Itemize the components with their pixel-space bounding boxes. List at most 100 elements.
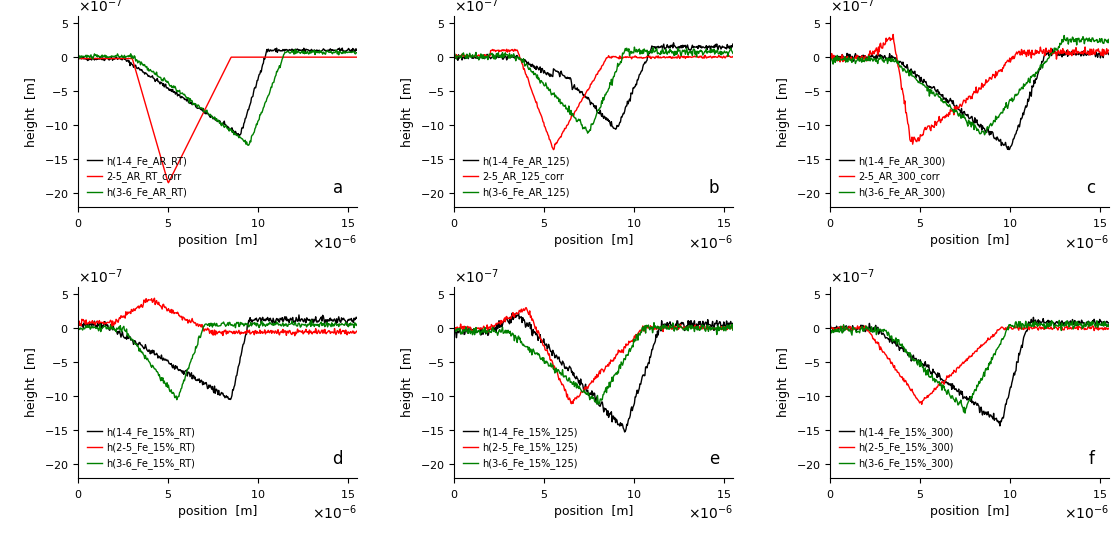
h(3-6_Fe_15%_125): [650, 325, 663, 332]
X-axis label: position  [m]: position [m]: [178, 505, 258, 518]
h(2-5_Fe_15%_RT): [273, 329, 287, 336]
h(2-5_Fe_15%_300): [914, 398, 927, 405]
Y-axis label: height  [m]: height [m]: [777, 348, 791, 418]
h(3-6_Fe_15%_RT): [183, 362, 196, 368]
h(3-6_Fe_AR_RT): [241, 142, 254, 149]
2-5_AR_300_corr: [916, 131, 930, 138]
h(1-4_Fe_AR_300): [1046, 46, 1060, 53]
h(3-6_Fe_AR_300): [914, 80, 927, 87]
2-5_AR_300_corr: [857, 56, 870, 62]
Line: h(1-4_Fe_AR_RT): h(1-4_Fe_AR_RT): [78, 48, 357, 135]
h(1-4_Fe_AR_300): [823, 54, 837, 60]
h(1-4_Fe_AR_125): [609, 126, 623, 132]
h(1-4_Fe_15%_125): [726, 320, 739, 327]
h(1-4_Fe_15%_300): [1102, 320, 1116, 326]
h(3-6_Fe_15%_RT): [72, 325, 85, 331]
Legend: h(1-4_Fe_AR_300), 2-5_AR_300_corr, h(3-6_Fe_AR_300): h(1-4_Fe_AR_300), 2-5_AR_300_corr, h(3-6…: [836, 152, 950, 202]
X-axis label: position  [m]: position [m]: [554, 505, 633, 518]
h(1-4_Fe_15%_RT): [105, 325, 119, 331]
Line: h(2-5_Fe_15%_125): h(2-5_Fe_15%_125): [455, 308, 732, 403]
h(3-6_Fe_15%_125): [624, 348, 637, 355]
2-5_AR_125_corr: [448, 53, 461, 59]
h(1-4_Fe_15%_RT): [224, 396, 237, 403]
h(3-6_Fe_15%_RT): [274, 323, 288, 329]
h(1-4_Fe_15%_300): [999, 401, 1012, 408]
h(3-6_Fe_AR_300): [823, 57, 837, 64]
h(3-6_Fe_15%_RT): [273, 321, 287, 327]
2-5_AR_300_corr: [935, 117, 949, 123]
h(3-6_Fe_AR_RT): [105, 53, 119, 59]
Line: h(3-6_Fe_15%_300): h(3-6_Fe_15%_300): [830, 320, 1109, 413]
h(2-5_Fe_15%_300): [1091, 322, 1104, 329]
h(2-5_Fe_15%_300): [1102, 326, 1116, 332]
h(2-5_Fe_15%_125): [652, 324, 665, 330]
h(3-6_Fe_AR_125): [558, 103, 571, 110]
h(3-6_Fe_15%_300): [1025, 323, 1038, 330]
Line: h(1-4_Fe_15%_125): h(1-4_Fe_15%_125): [455, 313, 732, 432]
Y-axis label: height  [m]: height [m]: [401, 77, 414, 147]
X-axis label: position  [m]: position [m]: [554, 234, 633, 247]
2-5_AR_RT_corr: [164, 176, 177, 183]
2-5_AR_125_corr: [539, 126, 552, 132]
2-5_AR_RT_corr: [183, 137, 196, 144]
h(3-6_Fe_AR_RT): [248, 129, 261, 135]
h(2-5_Fe_15%_125): [539, 347, 552, 353]
Line: h(1-4_Fe_AR_300): h(1-4_Fe_AR_300): [830, 49, 1109, 150]
Line: 2-5_AR_RT_corr: 2-5_AR_RT_corr: [78, 57, 357, 183]
h(3-6_Fe_AR_RT): [288, 46, 301, 53]
Text: f: f: [1089, 450, 1095, 468]
h(3-6_Fe_AR_125): [627, 44, 641, 50]
h(3-6_Fe_15%_125): [726, 327, 739, 333]
h(1-4_Fe_15%_300): [934, 377, 948, 383]
h(2-5_Fe_15%_RT): [164, 309, 177, 315]
h(1-4_Fe_AR_RT): [181, 99, 195, 106]
Line: 2-5_AR_125_corr: 2-5_AR_125_corr: [455, 49, 732, 150]
h(3-6_Fe_AR_300): [1057, 32, 1071, 39]
h(2-5_Fe_15%_RT): [351, 328, 364, 334]
Text: d: d: [333, 450, 343, 468]
h(3-6_Fe_15%_300): [823, 326, 837, 333]
h(1-4_Fe_15%_300): [914, 362, 927, 369]
h(1-4_Fe_15%_300): [823, 322, 837, 329]
Line: h(2-5_Fe_15%_300): h(2-5_Fe_15%_300): [830, 325, 1109, 405]
h(2-5_Fe_15%_125): [482, 329, 495, 336]
h(1-4_Fe_15%_300): [993, 422, 1007, 429]
h(1-4_Fe_15%_300): [1027, 314, 1040, 320]
2-5_AR_125_corr: [624, 54, 637, 60]
h(1-4_Fe_15%_125): [650, 334, 663, 340]
h(1-4_Fe_15%_300): [1025, 319, 1038, 326]
h(2-5_Fe_15%_RT): [288, 332, 301, 339]
2-5_AR_300_corr: [886, 31, 899, 37]
h(3-6_Fe_AR_300): [1027, 73, 1040, 79]
h(3-6_Fe_AR_125): [624, 49, 637, 56]
h(2-5_Fe_15%_125): [448, 324, 461, 331]
Legend: h(1-4_Fe_15%_300), h(2-5_Fe_15%_300), h(3-6_Fe_15%_300): h(1-4_Fe_15%_300), h(2-5_Fe_15%_300), h(…: [836, 423, 958, 473]
2-5_AR_300_corr: [823, 54, 837, 61]
h(1-4_Fe_AR_125): [650, 43, 663, 50]
h(1-4_Fe_AR_300): [1025, 83, 1038, 89]
h(3-6_Fe_15%_RT): [170, 396, 184, 403]
h(1-4_Fe_AR_125): [448, 52, 461, 58]
Legend: h(1-4_Fe_15%_125), h(2-5_Fe_15%_125), h(3-6_Fe_15%_125): h(1-4_Fe_15%_125), h(2-5_Fe_15%_125), h(…: [459, 423, 582, 473]
h(3-6_Fe_15%_125): [482, 329, 495, 335]
h(3-6_Fe_AR_125): [726, 50, 739, 56]
h(1-4_Fe_15%_RT): [162, 361, 176, 367]
h(1-4_Fe_AR_RT): [105, 55, 119, 61]
h(3-6_Fe_AR_RT): [72, 52, 85, 58]
Text: e: e: [709, 450, 719, 468]
h(3-6_Fe_15%_125): [448, 330, 461, 336]
h(2-5_Fe_15%_125): [520, 305, 533, 311]
Y-axis label: height  [m]: height [m]: [401, 348, 414, 418]
Line: h(1-4_Fe_15%_300): h(1-4_Fe_15%_300): [830, 317, 1109, 426]
h(3-6_Fe_15%_RT): [105, 326, 119, 332]
h(3-6_Fe_15%_RT): [351, 322, 364, 329]
h(2-5_Fe_15%_125): [559, 386, 572, 393]
h(2-5_Fe_15%_RT): [105, 324, 119, 330]
h(1-4_Fe_AR_125): [624, 98, 637, 104]
h(3-6_Fe_AR_RT): [351, 49, 364, 56]
h(3-6_Fe_AR_RT): [162, 81, 176, 88]
2-5_AR_RT_corr: [224, 54, 237, 60]
2-5_AR_300_corr: [1102, 47, 1116, 53]
h(2-5_Fe_15%_125): [624, 338, 637, 344]
h(3-6_Fe_15%_125): [558, 372, 571, 379]
